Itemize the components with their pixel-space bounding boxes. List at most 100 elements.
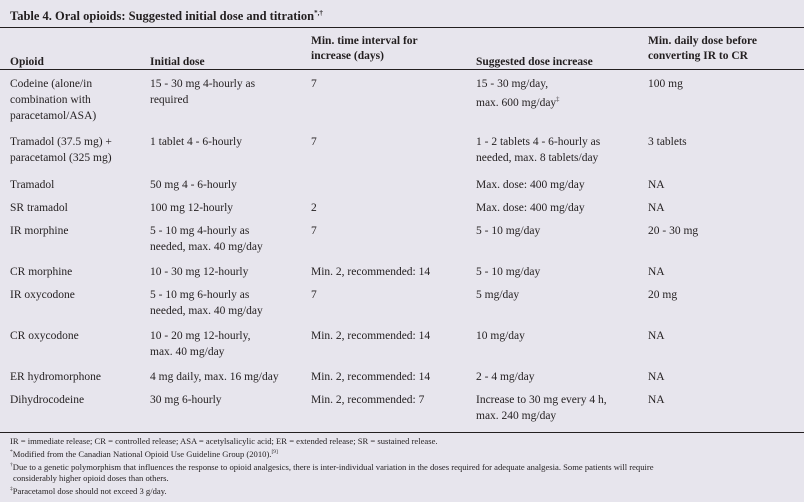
- cell-text: required: [150, 94, 189, 106]
- cell-min-daily-dose: 20 - 30 mg: [648, 223, 698, 239]
- cell-min-interval: 7: [311, 287, 317, 303]
- cell-text: 5 - 10 mg/day: [476, 266, 541, 278]
- cell-text: Dihydrocodeine: [10, 394, 85, 406]
- cell-text: Min. 2, recommended: 14: [311, 330, 431, 342]
- cell-line: 2: [311, 200, 317, 216]
- cell-min-daily-dose: NA: [648, 369, 665, 385]
- cell-text: 100 mg: [648, 78, 683, 90]
- cell-line: 4 mg daily, max. 16 mg/day: [150, 369, 279, 385]
- cell-line: Min. 2, recommended: 14: [311, 264, 430, 280]
- cell-line: 100 mg 12-hourly: [150, 200, 233, 216]
- cell-line: 15 - 30 mg/day,: [476, 76, 559, 92]
- header-rule: [0, 69, 804, 70]
- cell-dose-increase: Increase to 30 mg every 4 h, max. 240 mg/…: [476, 392, 607, 424]
- header-line: converting IR to CR: [648, 50, 748, 62]
- cell-line: Min. 2, recommended: 14: [311, 328, 430, 344]
- cell-text: 1 - 2 tablets 4 - 6-hourly as: [476, 136, 601, 148]
- footnote-paracetamol-mark: ‡: [10, 485, 13, 492]
- cell-line: NA: [648, 200, 665, 216]
- cell-text: 20 - 30 mg: [648, 225, 699, 237]
- cell-initial-dose: 4 mg daily, max. 16 mg/day: [150, 369, 279, 385]
- cell-min-interval: 7: [311, 76, 317, 92]
- footnote-variation-cont: considerably higher opioid doses than ot…: [13, 472, 169, 483]
- header-line: Initial dose: [150, 56, 205, 68]
- cell-line: 20 mg: [648, 287, 677, 303]
- cell-line: max. 600 mg/day‡: [476, 92, 559, 111]
- cell-line: Max. dose: 400 mg/day: [476, 177, 585, 193]
- cell-line: SR tramadol: [10, 200, 68, 216]
- cell-text: max. 40 mg/day: [150, 346, 225, 358]
- cell-line: NA: [648, 264, 665, 280]
- cell-text: 7: [311, 78, 317, 90]
- cell-text: paracetamol (325 mg): [10, 152, 112, 164]
- cell-line: NA: [648, 369, 665, 385]
- cell-line: NA: [648, 392, 665, 408]
- cell-text: 4 mg daily, max. 16 mg/day: [150, 371, 279, 383]
- cell-text: 5 - 10 mg 4-hourly as: [150, 225, 250, 237]
- cell-min-daily-dose: NA: [648, 392, 665, 408]
- cell-min-interval: 2: [311, 200, 317, 216]
- cell-dose-increase: Max. dose: 400 mg/day: [476, 177, 585, 193]
- cell-line: Tramadol (37.5 mg) +: [10, 134, 112, 150]
- cell-text: 15 - 30 mg 4-hourly as: [150, 78, 256, 90]
- cell-line: paracetamol/ASA): [10, 108, 96, 124]
- cell-text: Tramadol (37.5 mg) +: [10, 136, 112, 148]
- cell-line: ER hydromorphone: [10, 369, 101, 385]
- cell-line: Max. dose: 400 mg/day: [476, 200, 585, 216]
- cell-opioid: Codeine (alone/in combination with paracet…: [10, 76, 96, 124]
- header-line: Suggested dose increase: [476, 56, 593, 68]
- cell-text: combination with: [10, 94, 91, 106]
- cell-initial-dose: 15 - 30 mg 4-hourly as required: [150, 76, 255, 108]
- cell-text: SR tramadol: [10, 202, 68, 214]
- cell-text: 5 - 10 mg 6-hourly as: [150, 289, 250, 301]
- cell-text: 5 - 10 mg/day: [476, 225, 541, 237]
- footnote-source-text: Modified from the Canadian National Opio…: [12, 448, 272, 459]
- cell-opioid: Dihydrocodeine: [10, 392, 84, 408]
- footnote-abbreviations: IR = immediate release; CR = controlled …: [10, 436, 438, 446]
- cell-line: Increase to 30 mg every 4 h,: [476, 392, 607, 408]
- cell-text: 10 mg/day: [476, 330, 525, 342]
- cell-line: 15 - 30 mg 4-hourly as: [150, 76, 255, 92]
- footnote-source-mark: *: [10, 449, 13, 455]
- cell-initial-dose: 1 tablet 4 - 6-hourly: [150, 134, 242, 150]
- cell-text: Min. 2, recommended: 14: [311, 371, 431, 383]
- cell-min-interval: Min. 2, recommended: 14: [311, 264, 430, 280]
- header-line: Min. time interval for: [311, 35, 418, 47]
- cell-line: 5 - 10 mg/day: [476, 264, 540, 280]
- header-line: increase (days): [311, 50, 384, 62]
- cell-text: 7: [311, 136, 317, 148]
- cell-text: IR morphine: [10, 225, 69, 237]
- cell-text: CR morphine: [10, 266, 73, 278]
- cell-initial-dose: 30 mg 6-hourly: [150, 392, 222, 408]
- cell-line: paracetamol (325 mg): [10, 150, 112, 166]
- cell-text: NA: [648, 266, 665, 278]
- cell-line: Dihydrocodeine: [10, 392, 84, 408]
- cell-dose-increase: 1 - 2 tablets 4 - 6-hourly as needed, max…: [476, 134, 600, 166]
- footnote-variation-text: Due to a genetic polymorphism that influ…: [12, 461, 654, 472]
- cell-line: 30 mg 6-hourly: [150, 392, 222, 408]
- footnote-variation-mark: †: [10, 461, 13, 468]
- cell-text: CR oxycodone: [10, 330, 79, 342]
- cell-min-daily-dose: NA: [648, 177, 665, 193]
- cell-text: 5 mg/day: [476, 289, 520, 301]
- bottom-rule: [0, 432, 804, 433]
- table-caption: Table 4. Oral opioids: Suggested initial…: [10, 9, 323, 24]
- cell-line: 100 mg: [648, 76, 683, 92]
- cell-text: needed, max. 40 mg/day: [150, 305, 263, 317]
- cell-line: 2 - 4 mg/day: [476, 369, 534, 385]
- cell-text: 20 mg: [648, 289, 678, 301]
- footnote-paracetamol: ‡Paracetamol dose should not exceed 3 g/…: [10, 484, 800, 497]
- cell-text: 10 - 20 mg 12-hourly,: [150, 330, 251, 342]
- cell-line: Tramadol: [10, 177, 54, 193]
- cell-dose-increase: 5 mg/day: [476, 287, 519, 303]
- cell-text: needed, max. 40 mg/day: [150, 241, 263, 253]
- cell-line: 20 - 30 mg: [648, 223, 698, 239]
- cell-initial-dose: 10 - 30 mg 12-hourly: [150, 264, 248, 280]
- cell-text: 1 tablet 4 - 6-hourly: [150, 136, 242, 148]
- cell-min-daily-dose: 20 mg: [648, 287, 677, 303]
- cell-text: Max. dose: 400 mg/day: [476, 179, 585, 191]
- cell-initial-dose: 5 - 10 mg 6-hourly as needed, max. 40 mg/…: [150, 287, 263, 319]
- top-rule: [0, 27, 804, 28]
- cell-line: 5 - 10 mg/day: [476, 223, 540, 239]
- title-footnote-marks: *,†: [314, 9, 323, 17]
